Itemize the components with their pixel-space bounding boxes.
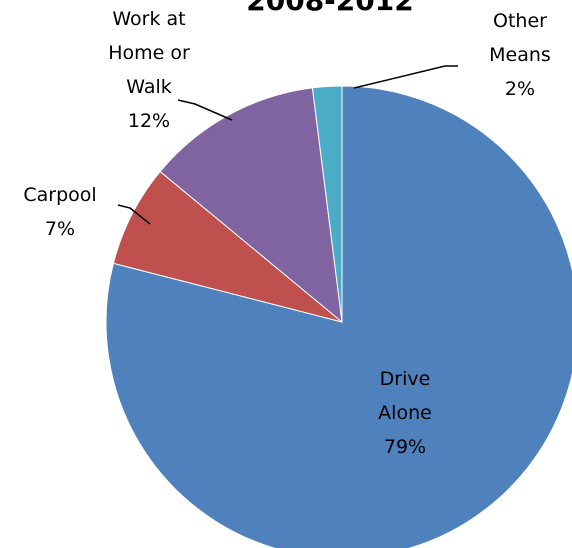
label-name: Work at Home or Walk — [108, 8, 190, 98]
pie-slice — [159, 87, 343, 324]
pie-slice — [311, 85, 343, 323]
label-name: Carpool — [23, 184, 97, 206]
label-name: Other Means — [489, 10, 551, 66]
label-value: 79% — [383, 436, 427, 458]
pie-slice — [112, 170, 343, 323]
chart-title: 2008-2012 — [246, 0, 414, 17]
data-label: Work at Home or Walk 12% — [95, 2, 203, 138]
pie-slice — [105, 85, 572, 548]
data-label: Other Means 2% — [475, 4, 565, 106]
leader-line — [117, 204, 151, 225]
data-label: Carpool 7% — [10, 178, 110, 246]
data-label: Drive Alone 79% — [360, 362, 450, 464]
leader-line — [177, 99, 233, 121]
label-value: 7% — [44, 218, 76, 240]
label-value: 12% — [127, 110, 171, 132]
pie — [105, 85, 572, 548]
leader-line — [353, 65, 458, 89]
label-value: 2% — [504, 78, 536, 100]
label-name: Drive Alone — [378, 368, 432, 424]
